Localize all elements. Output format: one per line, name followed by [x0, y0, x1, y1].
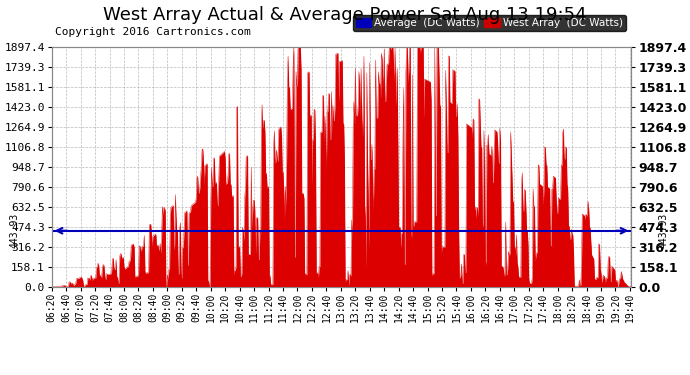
- Text: Copyright 2016 Cartronics.com: Copyright 2016 Cartronics.com: [55, 27, 250, 37]
- Text: West Array Actual & Average Power Sat Aug 13 19:54: West Array Actual & Average Power Sat Au…: [104, 6, 586, 24]
- Legend: Average  (DC Watts), West Array  (DC Watts): Average (DC Watts), West Array (DC Watts…: [353, 15, 626, 31]
- Text: 443.93: 443.93: [9, 213, 19, 248]
- Text: 443.93: 443.93: [658, 213, 668, 248]
